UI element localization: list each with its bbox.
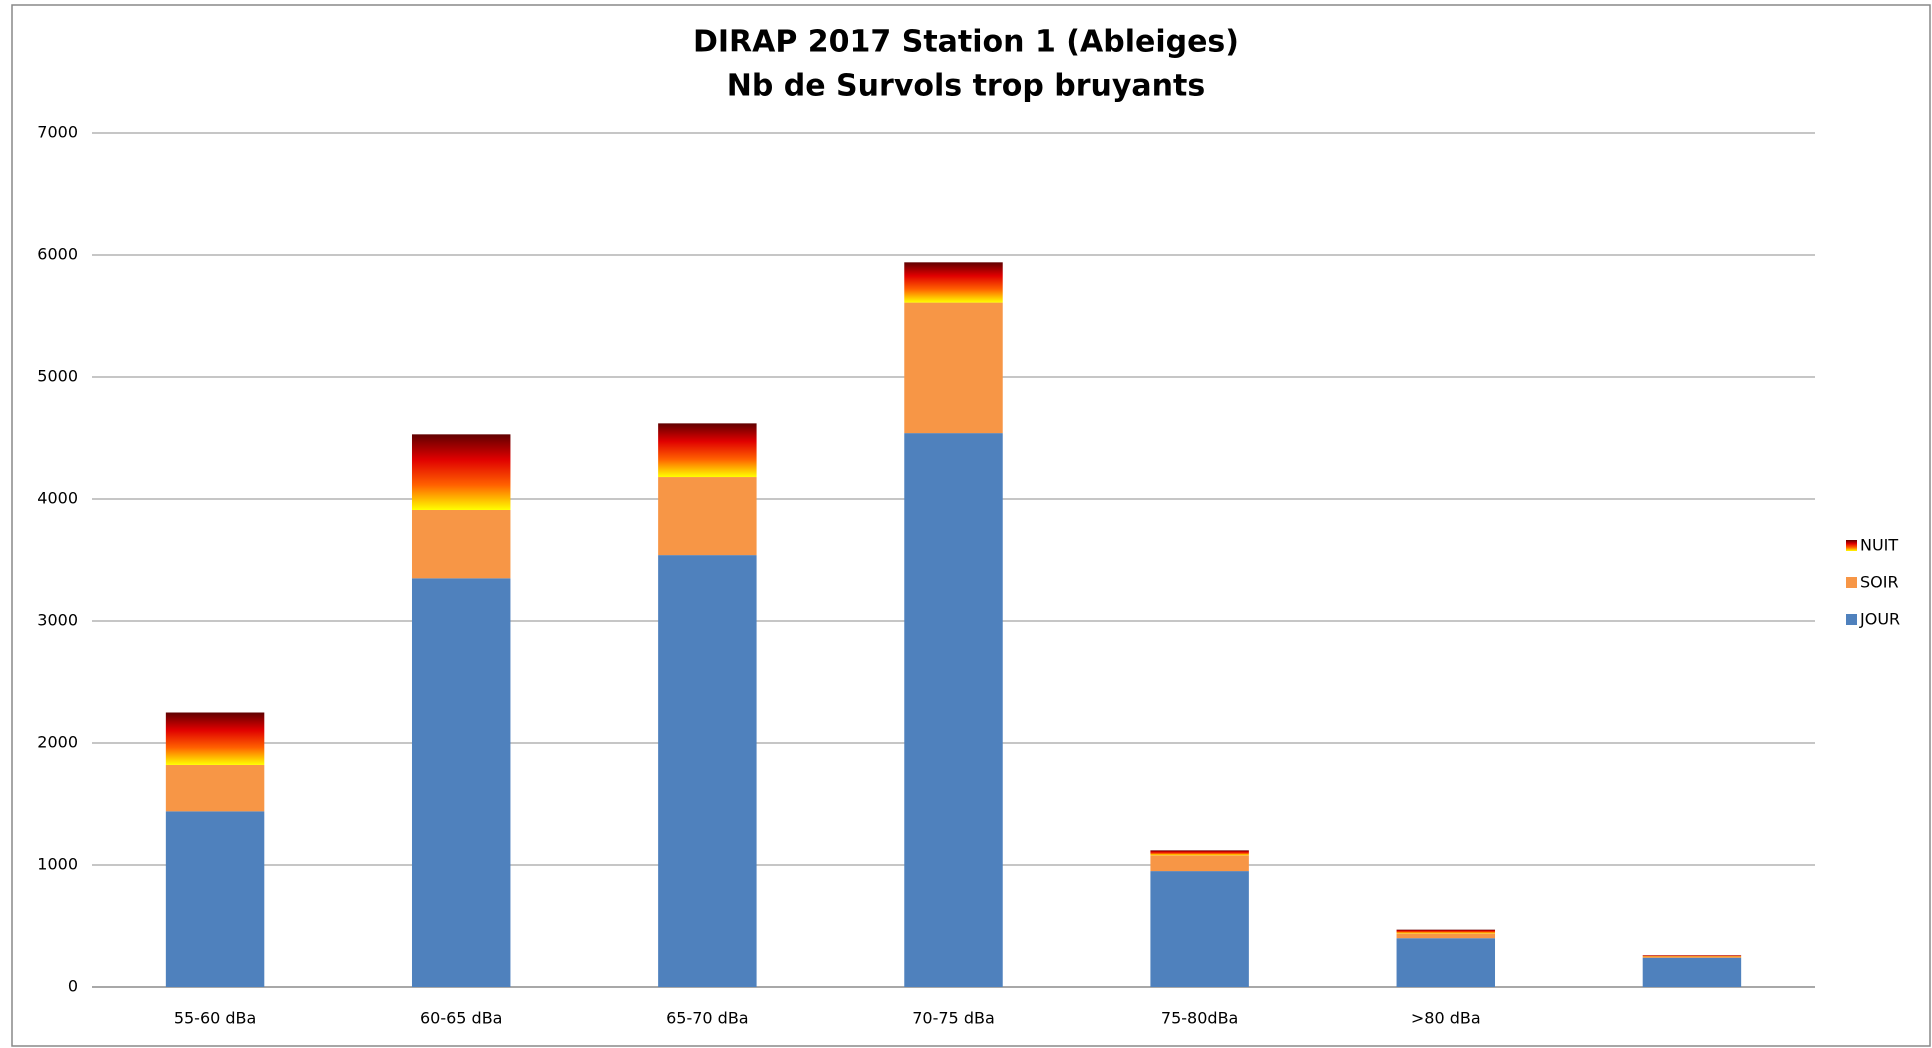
bar-segment — [658, 423, 757, 478]
y-tick-label: 1000 — [37, 855, 78, 874]
bar-segment — [658, 477, 757, 556]
bar-segment — [1150, 871, 1249, 987]
legend-swatch — [1846, 614, 1857, 625]
legend-label: JOUR — [1859, 610, 1900, 629]
bar-segment — [1396, 933, 1496, 939]
bar-segment — [904, 433, 1003, 987]
bar-segment — [165, 811, 265, 987]
bar-segment — [658, 555, 757, 987]
labels: 0 1000 2000 3000 4000 5000 6000 7000 55-60 dBa 60… — [37, 123, 1900, 1028]
y-tick-label: 4000 — [37, 489, 78, 508]
bar-segment — [411, 578, 511, 987]
bar-segment — [1396, 938, 1496, 987]
bar-segment — [411, 434, 511, 510]
chart-subtitle: Nb de Survols trop bruyants — [727, 69, 1205, 104]
bar-segment — [1150, 855, 1249, 872]
bar-segment — [1642, 955, 1742, 957]
bar-segment — [1642, 957, 1742, 987]
bar-segment — [1642, 956, 1742, 958]
bar-segment — [1150, 850, 1249, 856]
y-tick-label: 5000 — [37, 367, 78, 386]
x-tick-label: 60-65 dBa — [420, 1009, 503, 1028]
y-tick-label: 2000 — [37, 733, 78, 752]
y-tick-label: 3000 — [37, 611, 78, 630]
bar-segment — [165, 764, 265, 812]
bar-segment — [165, 712, 265, 765]
x-tick-label: >80 dBa — [1411, 1009, 1481, 1028]
x-tick-label: 70-75 dBa — [912, 1009, 995, 1028]
legend-label: NUIT — [1860, 536, 1898, 555]
legend-label: SOIR — [1860, 573, 1899, 592]
x-tick-label: 75-80dBa — [1161, 1009, 1238, 1028]
y-tick-label: 0 — [68, 977, 78, 996]
y-tick-label: 6000 — [37, 245, 78, 264]
bar-segment — [411, 509, 511, 579]
y-tick-label: 7000 — [37, 123, 78, 142]
bar-segment — [1396, 929, 1496, 934]
chart-title: DIRAP 2017 Station 1 (Ableiges) — [693, 25, 1239, 60]
legend-swatch — [1846, 540, 1857, 551]
bar-segment — [904, 262, 1003, 303]
bar-segment — [904, 302, 1003, 434]
x-tick-label: 65-70 dBa — [666, 1009, 749, 1028]
x-tick-label: 55-60 dBa — [174, 1009, 257, 1028]
legend-swatch — [1846, 577, 1857, 588]
bars — [165, 262, 1742, 987]
